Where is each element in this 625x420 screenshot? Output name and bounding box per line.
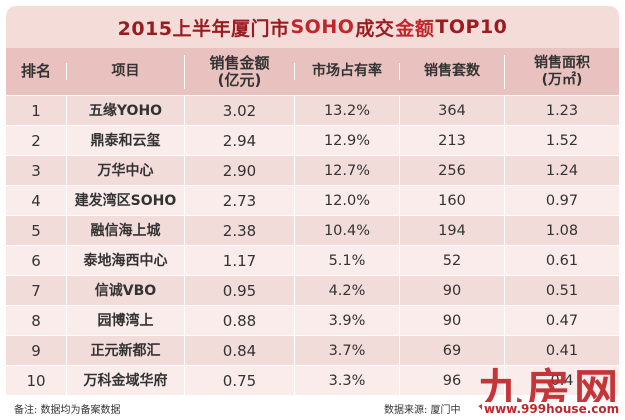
cell-area: 1.23: [504, 95, 619, 126]
cell-share: 3.3%: [294, 365, 399, 396]
table-row: 2 鼎泰和云玺 2.94 12.9% 213 1.52: [6, 125, 619, 156]
cell-area: 0.51: [504, 275, 619, 306]
title-part-4: 金额: [395, 17, 435, 40]
cell-units: 96: [399, 365, 504, 396]
column-header-units-line1: 销售套数: [424, 63, 480, 79]
column-header-name-line1: 项目: [111, 63, 140, 79]
cell-sales: 2.94: [184, 125, 294, 156]
footer-source: 数据来源: 厦门中: [384, 404, 461, 416]
cell-sales: 0.88: [184, 305, 294, 336]
cell-share: 12.0%: [294, 185, 399, 216]
cell-name: 鼎泰和云玺: [66, 125, 184, 156]
cell-sales: 1.17: [184, 245, 294, 276]
cell-area: 1.52: [504, 125, 619, 156]
table-row: 8 园博湾上 0.88 3.9% 90 0.47: [6, 305, 619, 336]
column-header-units: 销售套数: [399, 63, 504, 80]
column-header-area-line1: 销售面积: [534, 54, 590, 71]
cell-share: 3.7%: [294, 335, 399, 366]
cell-sales: 2.90: [184, 155, 294, 186]
cell-rank: 7: [31, 281, 41, 300]
cell-share: 5.1%: [294, 245, 399, 276]
cell-rank: 3: [31, 161, 41, 180]
cell-sales: 3.02: [184, 95, 294, 126]
cell-sales: 2.38: [184, 215, 294, 246]
cell-share: 12.9%: [294, 125, 399, 156]
cell-area: 0.4: [504, 365, 619, 396]
cell-name: 融信海上城: [66, 215, 184, 246]
cell-share: 13.2%: [294, 95, 399, 126]
cell-area: 1.24: [504, 155, 619, 186]
column-header-name: 项目: [66, 63, 184, 80]
cell-area: 0.97: [504, 185, 619, 216]
cell-name: 园博湾上: [66, 305, 184, 336]
cell-units: 256: [399, 155, 504, 186]
table-row: 5 融信海上城 2.38 10.4% 194 1.08: [6, 215, 619, 246]
header-row: 排名 项目 销售金额 (亿元) 市场占有率 销售套数 销售面积 (万㎡): [6, 48, 619, 96]
cell-rank: 8: [31, 311, 41, 330]
column-header-rank-line1: 排名: [20, 62, 51, 80]
cell-share: 3.9%: [294, 305, 399, 336]
table-title: 2015上半年厦门市 SOHO 成交 金额 TOP10: [6, 6, 619, 48]
cell-units: 90: [399, 305, 504, 336]
cell-share: 10.4%: [294, 215, 399, 246]
column-header-sales-line2: (亿元): [217, 70, 262, 89]
cell-area: 0.41: [504, 335, 619, 366]
cell-name: 信诚VBO: [66, 275, 184, 306]
cell-name: 万华中心: [66, 155, 184, 186]
cell-share: 4.2%: [294, 275, 399, 306]
cell-share: 12.7%: [294, 155, 399, 186]
cell-area: 0.61: [504, 245, 619, 276]
cell-units: 69: [399, 335, 504, 366]
column-header-sales: 销售金额 (亿元): [184, 53, 294, 89]
cell-units: 194: [399, 215, 504, 246]
cell-units: 160: [399, 185, 504, 216]
cell-sales: 0.75: [184, 365, 294, 396]
table-row: 1 五缘YOHO 3.02 13.2% 364 1.23: [6, 95, 619, 126]
cell-rank: 2: [31, 131, 41, 150]
title-part-5: TOP10: [435, 16, 508, 38]
cell-sales: 2.73: [184, 185, 294, 216]
table-row: 7 信诚VBO 0.95 4.2% 90 0.51: [6, 275, 619, 306]
cell-sales: 0.84: [184, 335, 294, 366]
cell-rank: 4: [31, 191, 41, 210]
column-header-area-line2: (万㎡): [541, 71, 583, 88]
column-header-area: 销售面积 (万㎡): [504, 54, 619, 89]
table-row: 10 万科金域华府 0.75 3.3% 96 0.4: [6, 365, 619, 396]
column-header-share-line1: 市场占有率: [312, 63, 382, 79]
table-row: 9 正元新都汇 0.84 3.7% 69 0.41: [6, 335, 619, 366]
title-part-3: 成交: [355, 17, 395, 40]
cell-name: 泰地海西中心: [66, 245, 184, 276]
column-header-sales-line1: 销售金额: [209, 53, 270, 72]
cell-rank: 6: [31, 251, 41, 270]
cell-sales: 0.95: [184, 275, 294, 306]
cell-units: 90: [399, 275, 504, 306]
cell-area: 0.47: [504, 305, 619, 336]
title-part-2: SOHO: [290, 16, 355, 38]
column-header-share: 市场占有率: [294, 63, 399, 80]
cell-name: 万科金域华府: [66, 365, 184, 396]
cell-rank: 5: [31, 221, 41, 240]
cell-units: 52: [399, 245, 504, 276]
cell-units: 213: [399, 125, 504, 156]
cell-rank: 1: [31, 101, 41, 120]
cell-rank: 10: [26, 371, 46, 390]
footer-note: 备注: 数据均为备案数据: [14, 404, 121, 416]
table-row: 4 建发湾区SOHO 2.73 12.0% 160 0.97: [6, 185, 619, 216]
footer: 备注: 数据均为备案数据 数据来源: 厦门中: [6, 398, 619, 418]
cell-name: 建发湾区SOHO: [66, 185, 184, 216]
column-header-rank: 排名: [6, 63, 66, 80]
cell-name: 正元新都汇: [66, 335, 184, 366]
table-row: 6 泰地海西中心 1.17 5.1% 52 0.61: [6, 245, 619, 276]
cell-rank: 9: [31, 341, 41, 360]
cell-name: 五缘YOHO: [66, 95, 184, 126]
cell-units: 364: [399, 95, 504, 126]
title-part-1: 2015上半年厦门市: [117, 17, 290, 40]
table-row: 3 万华中心 2.90 12.7% 256 1.24: [6, 155, 619, 186]
cell-area: 1.08: [504, 215, 619, 246]
data-table: 排名 项目 销售金额 (亿元) 市场占有率 销售套数 销售面积 (万㎡) 1 五缘YOHO 3.02…: [6, 48, 619, 396]
